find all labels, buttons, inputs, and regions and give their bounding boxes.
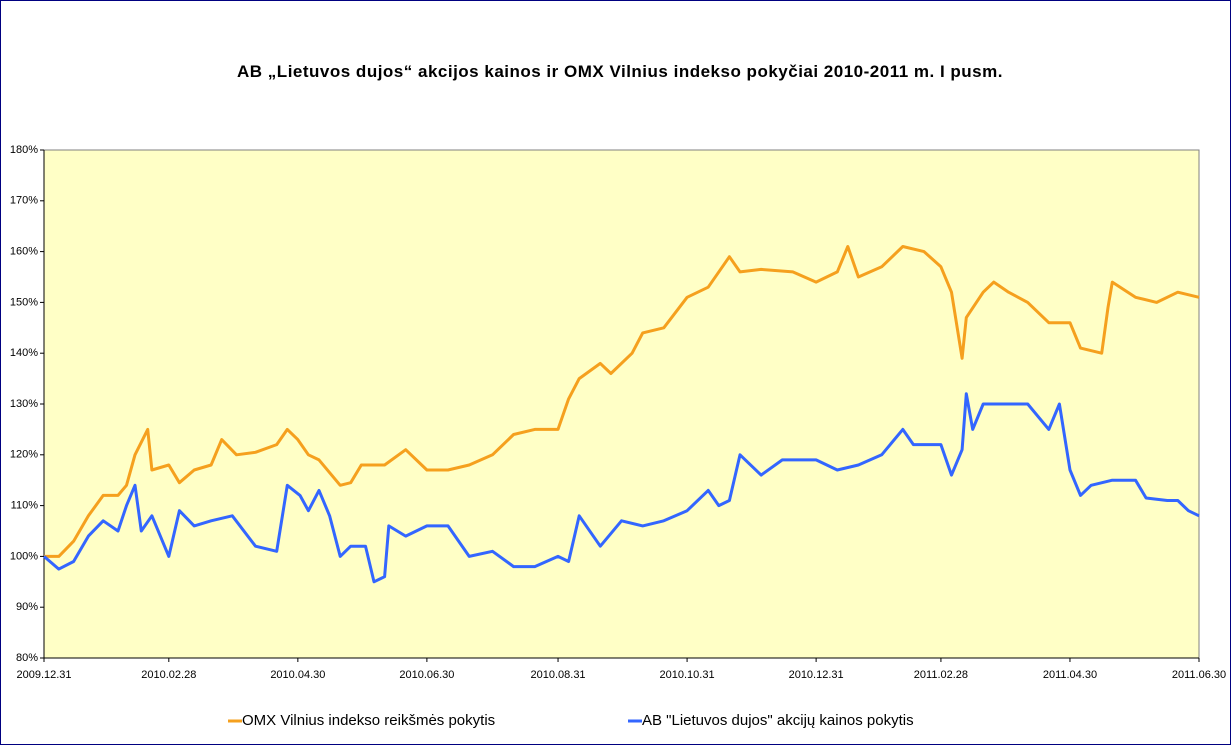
series-line [43, 392, 1200, 584]
legend-label: AB "Lietuvos dujos" akcijų kainos pokyti… [642, 712, 914, 729]
y-tick-label: 170% [10, 195, 38, 207]
y-tick-label: 160% [10, 246, 38, 258]
y-tick-label: 100% [10, 550, 38, 562]
y-tick-label: 130% [10, 398, 38, 410]
x-tick-label: 2010.08.31 [531, 669, 586, 681]
legend-label: OMX Vilnius indekso reikšmės pokytis [242, 712, 495, 729]
x-tick-label: 2010.10.31 [660, 669, 715, 681]
y-tick-label: 120% [10, 449, 38, 461]
x-tick-label: 2011.06.30 [1172, 669, 1226, 681]
y-tick-label: 150% [10, 296, 38, 308]
y-tick-label: 140% [10, 347, 38, 359]
y-tick-label: 80% [16, 652, 38, 664]
x-tick-label: 2010.12.31 [789, 669, 844, 681]
series-line [44, 245, 1200, 558]
x-tick-label: 2010.06.30 [399, 669, 454, 681]
y-tick-label: 90% [16, 601, 38, 613]
x-tick-label: 2011.04.30 [1043, 669, 1097, 681]
y-tick-label: 180% [10, 144, 38, 156]
x-tick-label: 2010.04.30 [270, 669, 325, 681]
x-tick-label: 2011.02.28 [914, 669, 968, 681]
x-tick-label: 2009.12.31 [16, 669, 71, 681]
chart-title: AB „Lietuvos dujos“ akcijos kainos ir OM… [237, 62, 1003, 81]
x-tick-label: 2010.02.28 [141, 669, 196, 681]
y-tick-label: 110% [11, 500, 39, 512]
